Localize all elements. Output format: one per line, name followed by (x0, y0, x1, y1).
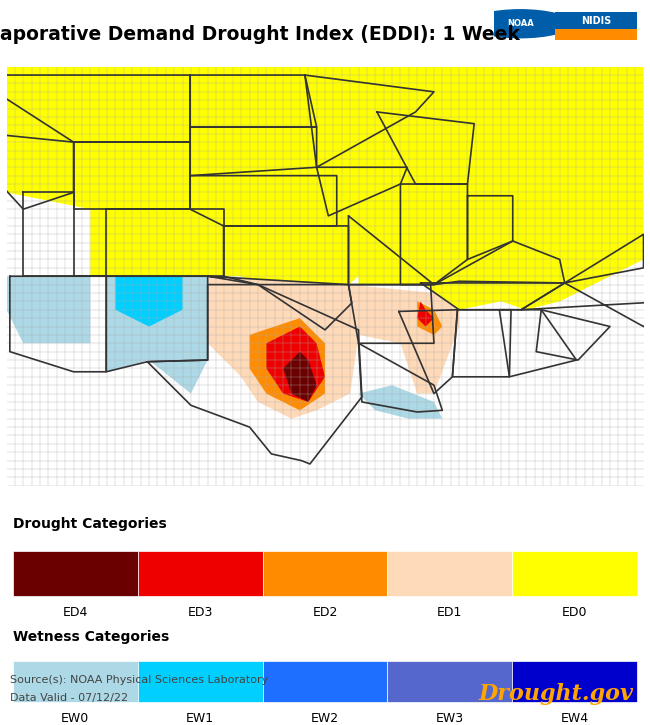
Bar (13, 661, 138, 702)
Text: EW1: EW1 (186, 712, 214, 725)
Polygon shape (6, 67, 644, 310)
Bar (263, 661, 387, 702)
Polygon shape (258, 276, 359, 285)
Text: NIDIS: NIDIS (581, 16, 612, 26)
Polygon shape (116, 276, 183, 326)
Text: Drought Categories: Drought Categories (13, 517, 166, 531)
Polygon shape (283, 352, 317, 402)
Bar (138, 551, 263, 596)
Text: Drought.gov: Drought.gov (479, 683, 634, 705)
Circle shape (469, 10, 571, 38)
Text: EW0: EW0 (61, 712, 90, 725)
Polygon shape (106, 276, 207, 394)
Text: EW3: EW3 (436, 712, 464, 725)
Text: ED0: ED0 (562, 606, 588, 619)
Text: NOAA: NOAA (507, 20, 534, 28)
Text: ED3: ED3 (187, 606, 213, 619)
Text: EW4: EW4 (561, 712, 589, 725)
Polygon shape (207, 276, 359, 419)
Text: ED2: ED2 (312, 606, 338, 619)
Text: ED4: ED4 (62, 606, 88, 619)
Text: Wetness Categories: Wetness Categories (13, 631, 169, 645)
Polygon shape (6, 276, 90, 343)
Polygon shape (250, 318, 325, 410)
Bar (387, 551, 512, 596)
Text: Source(s): NOAA Physical Sciences Laboratory: Source(s): NOAA Physical Sciences Labora… (10, 675, 268, 685)
Polygon shape (359, 385, 443, 419)
Text: Evaporative Demand Drought Index (EDDI): 1 Week: Evaporative Demand Drought Index (EDDI):… (0, 25, 519, 44)
Polygon shape (6, 67, 644, 486)
Bar (138, 661, 263, 702)
Text: EW2: EW2 (311, 712, 339, 725)
Text: Data Valid - 07/12/22: Data Valid - 07/12/22 (10, 693, 128, 703)
Bar (555, 12, 637, 40)
Bar (387, 661, 512, 702)
Text: ED1: ED1 (437, 606, 463, 619)
Polygon shape (417, 302, 434, 326)
Bar (13, 551, 138, 596)
Bar (263, 551, 387, 596)
Polygon shape (266, 326, 325, 402)
Bar (512, 661, 637, 702)
Bar (555, 28, 637, 40)
Polygon shape (348, 285, 459, 394)
Bar (512, 551, 637, 596)
Polygon shape (417, 302, 443, 335)
